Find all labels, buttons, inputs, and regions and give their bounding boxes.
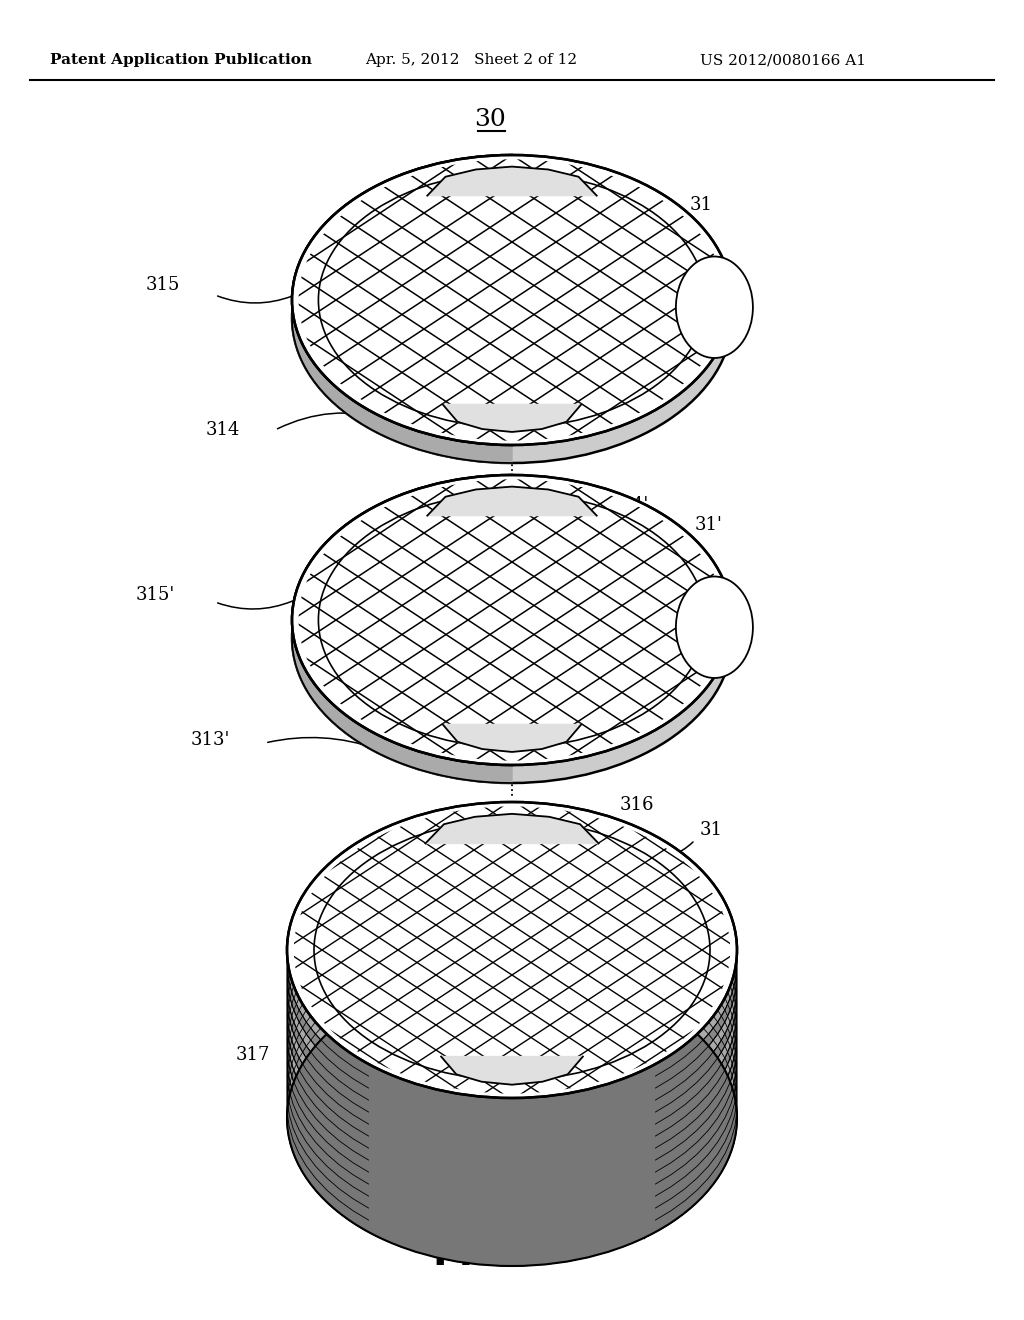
Ellipse shape — [287, 826, 737, 1122]
Text: 315': 315' — [136, 586, 175, 605]
Text: Apr. 5, 2012   Sheet 2 of 12: Apr. 5, 2012 Sheet 2 of 12 — [365, 53, 578, 67]
Text: 30: 30 — [474, 108, 506, 132]
Ellipse shape — [287, 850, 737, 1146]
Polygon shape — [425, 814, 599, 843]
Ellipse shape — [287, 814, 737, 1110]
Text: Patent Application Publication: Patent Application Publication — [50, 53, 312, 67]
Ellipse shape — [292, 492, 732, 783]
Text: 315: 315 — [145, 276, 180, 294]
Ellipse shape — [287, 921, 737, 1218]
Ellipse shape — [287, 803, 737, 1098]
Text: US 2012/0080166 A1: US 2012/0080166 A1 — [700, 53, 866, 67]
Ellipse shape — [287, 862, 737, 1158]
Ellipse shape — [287, 970, 737, 1266]
Ellipse shape — [287, 898, 737, 1195]
Text: 314': 314' — [610, 496, 649, 513]
Ellipse shape — [292, 475, 732, 766]
Ellipse shape — [287, 958, 737, 1254]
Text: 313': 313' — [190, 731, 230, 748]
Polygon shape — [441, 1056, 583, 1085]
Polygon shape — [287, 830, 380, 1238]
Text: 317: 317 — [236, 1045, 270, 1064]
Ellipse shape — [287, 946, 737, 1242]
Ellipse shape — [287, 803, 737, 1098]
Polygon shape — [427, 166, 597, 195]
Polygon shape — [427, 487, 597, 516]
Ellipse shape — [287, 838, 737, 1134]
Ellipse shape — [287, 935, 737, 1230]
Text: 31: 31 — [700, 821, 723, 840]
Text: 316: 316 — [620, 796, 654, 814]
Text: 311': 311' — [670, 620, 710, 639]
Ellipse shape — [287, 874, 737, 1170]
Polygon shape — [442, 404, 582, 432]
Text: 312': 312' — [655, 701, 694, 719]
Text: 312: 312 — [680, 267, 715, 284]
Text: 31: 31 — [690, 195, 713, 214]
Text: 313: 313 — [590, 176, 625, 194]
Polygon shape — [292, 475, 512, 783]
Ellipse shape — [676, 256, 753, 358]
Text: FIG.2: FIG.2 — [432, 1236, 548, 1274]
Text: 31': 31' — [695, 516, 723, 535]
Ellipse shape — [287, 970, 737, 1266]
Polygon shape — [644, 830, 737, 1238]
Text: 311: 311 — [660, 341, 694, 359]
Ellipse shape — [287, 886, 737, 1181]
Polygon shape — [442, 725, 582, 752]
Ellipse shape — [676, 577, 753, 678]
Ellipse shape — [292, 154, 732, 445]
Text: 314: 314 — [206, 421, 240, 440]
Polygon shape — [292, 154, 512, 463]
Ellipse shape — [292, 173, 732, 463]
Ellipse shape — [287, 909, 737, 1206]
